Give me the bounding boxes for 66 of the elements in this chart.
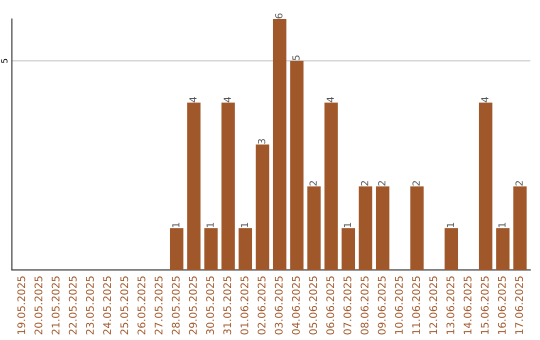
data-label: 2 [309,181,317,186]
x-tick-label: 16.06.2025 [498,276,506,334]
x-tick-label: 26.05.2025 [137,276,146,334]
data-label: 1 [446,222,454,228]
x-tick-label: 02.06.2025 [258,276,266,334]
data-label: 1 [344,222,352,228]
x-tick-label: 06.06.2025 [326,276,334,334]
data-label: 4 [326,97,334,102]
data-label: 1 [206,222,214,228]
bar [513,186,527,270]
data-label: 6 [275,13,282,18]
bar [204,228,218,270]
x-tick-label: 05.06.2025 [309,276,318,334]
data-label: 2 [515,181,523,186]
bar [170,228,184,270]
bar [478,102,492,270]
bar [187,102,201,270]
x-tick-label: 19.05.2025 [17,276,26,334]
bar [342,228,356,270]
x-tick-label: 17.06.2025 [515,276,524,334]
bar [290,60,304,270]
x-tick-label: 13.06.2025 [446,276,454,334]
bar [221,102,235,270]
x-tick-label: 03.06.2025 [274,276,283,334]
x-tick-label: 15.06.2025 [480,276,489,334]
x-tick-label: 09.06.2025 [378,276,386,334]
x-tick-label: 30.05.2025 [206,276,214,334]
x-tick-label: 07.06.2025 [343,276,352,334]
x-tick-label: 27.05.2025 [154,276,163,334]
bar [444,228,458,270]
data-label: 2 [412,181,420,186]
bar [324,102,338,270]
data-label: 1 [498,222,506,228]
x-tick-label: 20.05.2025 [34,276,42,334]
data-label: 4 [224,97,231,102]
x-tick-label: 29.05.2025 [188,276,197,334]
x-tick-label: 04.06.2025 [292,276,300,334]
x-tick-label: 14.06.2025 [464,276,472,334]
data-label: 1 [172,222,180,228]
data-label: 3 [258,139,266,144]
x-tick-label: 21.05.2025 [52,276,60,334]
data-label: 4 [481,97,488,102]
bar [256,144,270,270]
bar [410,186,424,270]
bar [272,19,286,270]
x-tick-label: 11.06.2025 [412,276,420,334]
x-tick-label: 25.05.2025 [120,276,128,334]
bar [238,228,252,270]
data-label: 5 [292,56,300,60]
bar [307,186,321,270]
x-tick-label: 31.05.2025 [223,276,232,334]
bar [358,186,372,270]
data-label: 1 [240,222,248,228]
x-tick-label: 23.05.2025 [86,276,94,334]
x-tick-label: 10.06.2025 [394,276,403,334]
bar [376,186,390,270]
data-label: 2 [378,181,386,186]
x-tick-label: 12.06.2025 [429,276,438,334]
data-label: 2 [360,181,368,186]
data-label: 4 [189,97,197,102]
x-tick-label: 01.06.2025 [240,276,248,334]
x-tick-label: 22.05.2025 [68,276,77,334]
x-tick-label: 28.05.2025 [172,276,180,334]
x-tick-label: 08.06.2025 [360,276,369,334]
bar [496,228,510,270]
x-tick-label: 24.05.2025 [103,276,112,334]
